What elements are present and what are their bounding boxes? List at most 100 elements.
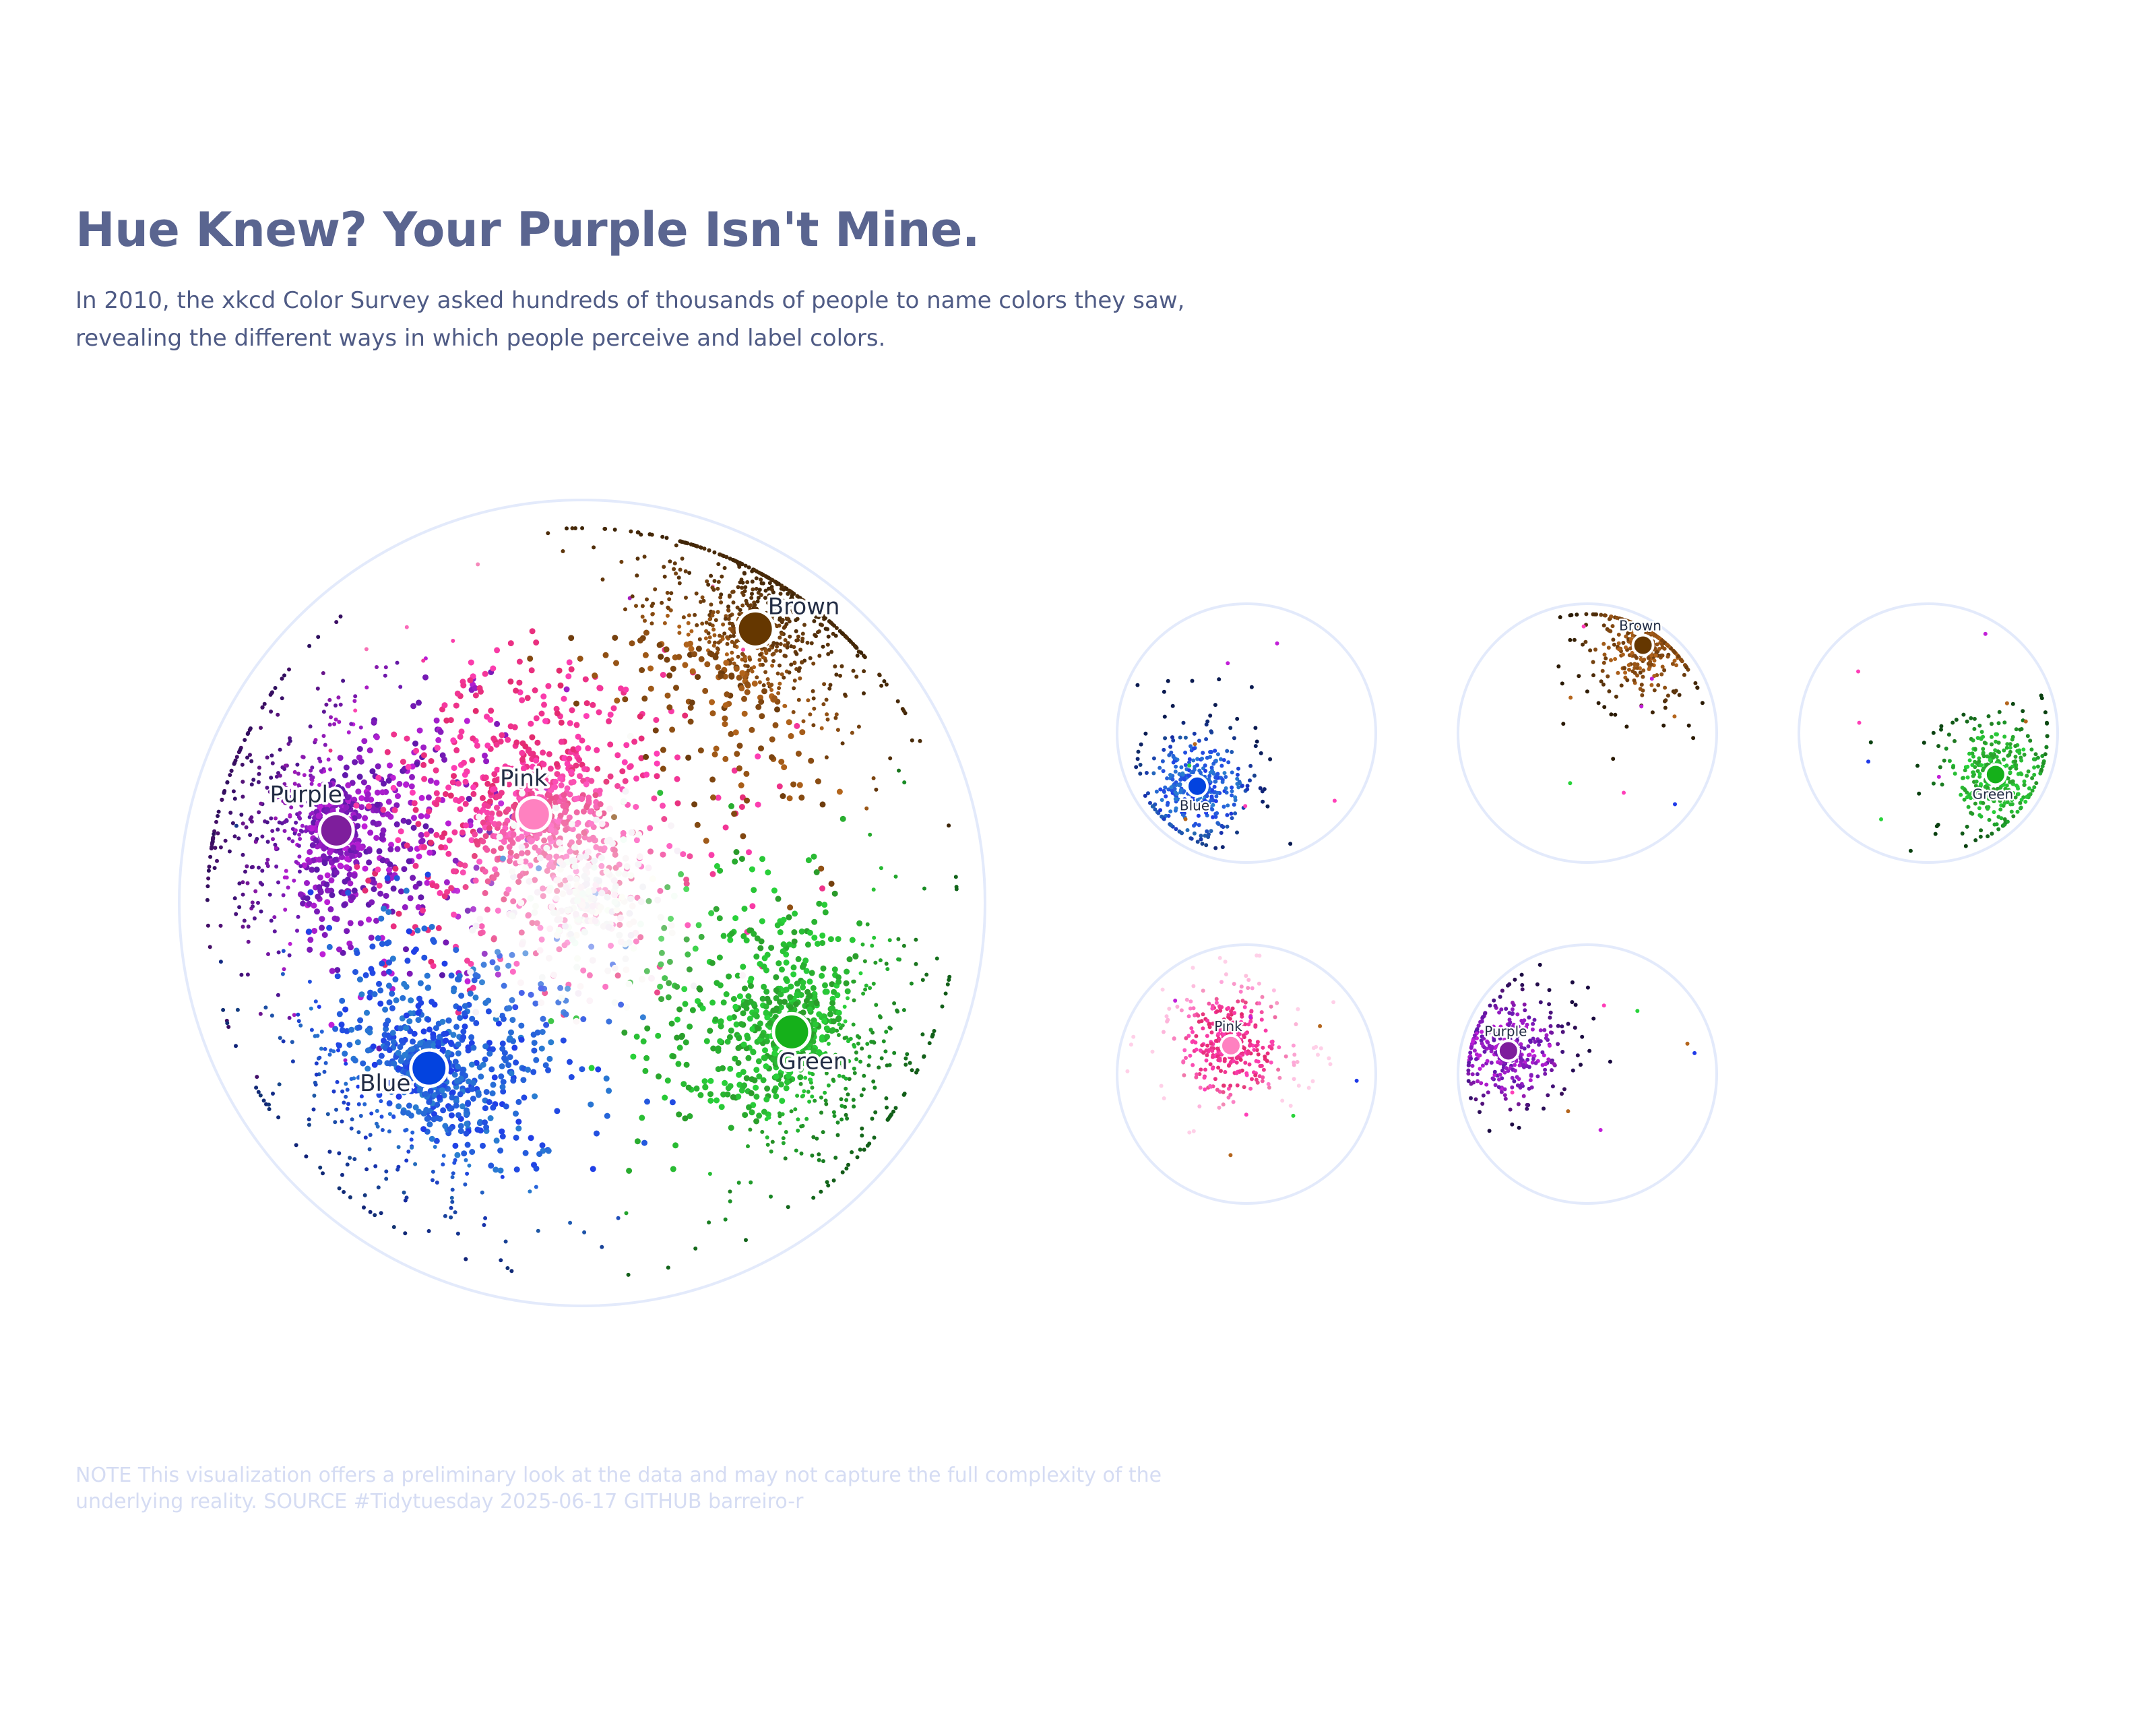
scatter-point — [773, 598, 778, 602]
scatter-point — [722, 566, 727, 570]
scatter-point — [297, 869, 302, 874]
scatter-point — [478, 923, 485, 930]
scatter-point — [406, 858, 412, 865]
scatter-point — [424, 972, 431, 979]
scatter-point — [513, 960, 520, 967]
scatter-point — [612, 635, 619, 641]
scatter-point — [1226, 803, 1230, 808]
scatter-point — [507, 836, 514, 843]
scatter-point — [486, 798, 493, 805]
scatter-point — [817, 654, 822, 658]
scatter-point — [417, 980, 424, 986]
scatter-point — [643, 753, 649, 760]
scatter-point — [433, 883, 440, 889]
scatter-point — [340, 1119, 344, 1124]
scatter-point — [714, 862, 720, 869]
scatter-point — [808, 757, 815, 764]
scatter-point — [338, 850, 344, 856]
scatter-point — [689, 668, 696, 675]
scatter-point — [464, 908, 471, 914]
scatter-point — [538, 999, 545, 1007]
scatter-point — [902, 1092, 907, 1096]
scatter-point — [840, 741, 845, 746]
scatter-point — [834, 712, 839, 717]
scatter-point — [470, 784, 477, 790]
scatter-point — [568, 1220, 573, 1225]
scatter-point — [313, 1080, 317, 1085]
scatter-point — [619, 559, 624, 564]
scatter-point — [273, 842, 278, 847]
scatter-point — [712, 1016, 719, 1023]
scatter-point — [319, 951, 326, 958]
scatter-point — [808, 712, 813, 717]
scatter-point — [660, 534, 665, 539]
scatter-point — [430, 963, 437, 970]
scatter-point — [745, 993, 752, 999]
scatter-point — [767, 593, 771, 598]
scatter-point — [704, 661, 711, 668]
scatter-point — [334, 703, 338, 708]
scatter-point — [811, 853, 817, 860]
scatter-point — [482, 833, 489, 840]
scatter-point — [237, 881, 242, 886]
scatter-point — [709, 602, 714, 607]
scatter-point — [385, 798, 392, 805]
scatter-point — [205, 884, 210, 889]
scatter-point — [421, 844, 427, 850]
scatter-point — [344, 794, 351, 801]
scatter-point — [697, 637, 702, 641]
scatter-point — [602, 983, 609, 990]
scatter-point — [618, 1001, 625, 1008]
scatter-point — [728, 1189, 732, 1194]
scatter-point — [566, 659, 573, 666]
scatter-point — [924, 972, 929, 977]
scatter-point — [364, 1167, 369, 1172]
scatter-point — [532, 877, 538, 883]
scatter-point — [369, 970, 376, 976]
scatter-point — [473, 865, 480, 871]
scatter-point — [385, 982, 392, 989]
scatter-point — [666, 958, 673, 965]
scatter-point — [689, 699, 695, 706]
scatter-point — [439, 972, 445, 978]
scatter-point — [683, 881, 690, 887]
scatter-point — [842, 1036, 847, 1040]
scatter-point — [277, 1082, 282, 1087]
scatter-point — [396, 1164, 401, 1169]
scatter-point — [691, 651, 697, 658]
scatter-point — [761, 1108, 767, 1115]
scatter-point — [727, 1083, 734, 1090]
scatter-point — [773, 995, 780, 1001]
scatter-point — [616, 931, 623, 939]
scatter-point — [922, 1054, 926, 1059]
scatter-point — [709, 699, 716, 705]
scatter-point — [484, 846, 490, 853]
scatter-point — [728, 930, 735, 937]
scatter-point — [621, 1029, 628, 1036]
scatter-point — [271, 1092, 275, 1096]
scatter-point — [856, 724, 861, 729]
scatter-point — [410, 703, 417, 710]
scatter-point — [319, 1030, 324, 1034]
scatter-point — [604, 967, 612, 974]
scatter-point — [298, 864, 303, 869]
scatter-point — [859, 1093, 864, 1098]
scatter-point — [553, 853, 560, 860]
scatter-point — [233, 758, 238, 763]
centroid-label-blue: Blue — [360, 1070, 410, 1097]
scatter-point — [309, 812, 313, 817]
scatter-point — [672, 561, 677, 566]
scatter-point — [362, 865, 369, 872]
scatter-point — [284, 869, 288, 873]
scatter-point — [831, 989, 837, 995]
scatter-point — [478, 930, 484, 937]
scatter-point — [827, 936, 834, 943]
scatter-point — [592, 672, 598, 679]
scatter-point — [777, 999, 784, 1005]
scatter-point — [548, 822, 554, 829]
scatter-point — [327, 697, 332, 702]
scatter-point — [562, 809, 569, 815]
scatter-point — [498, 845, 504, 852]
scatter-point — [892, 1050, 897, 1055]
scatter-point — [472, 972, 479, 978]
